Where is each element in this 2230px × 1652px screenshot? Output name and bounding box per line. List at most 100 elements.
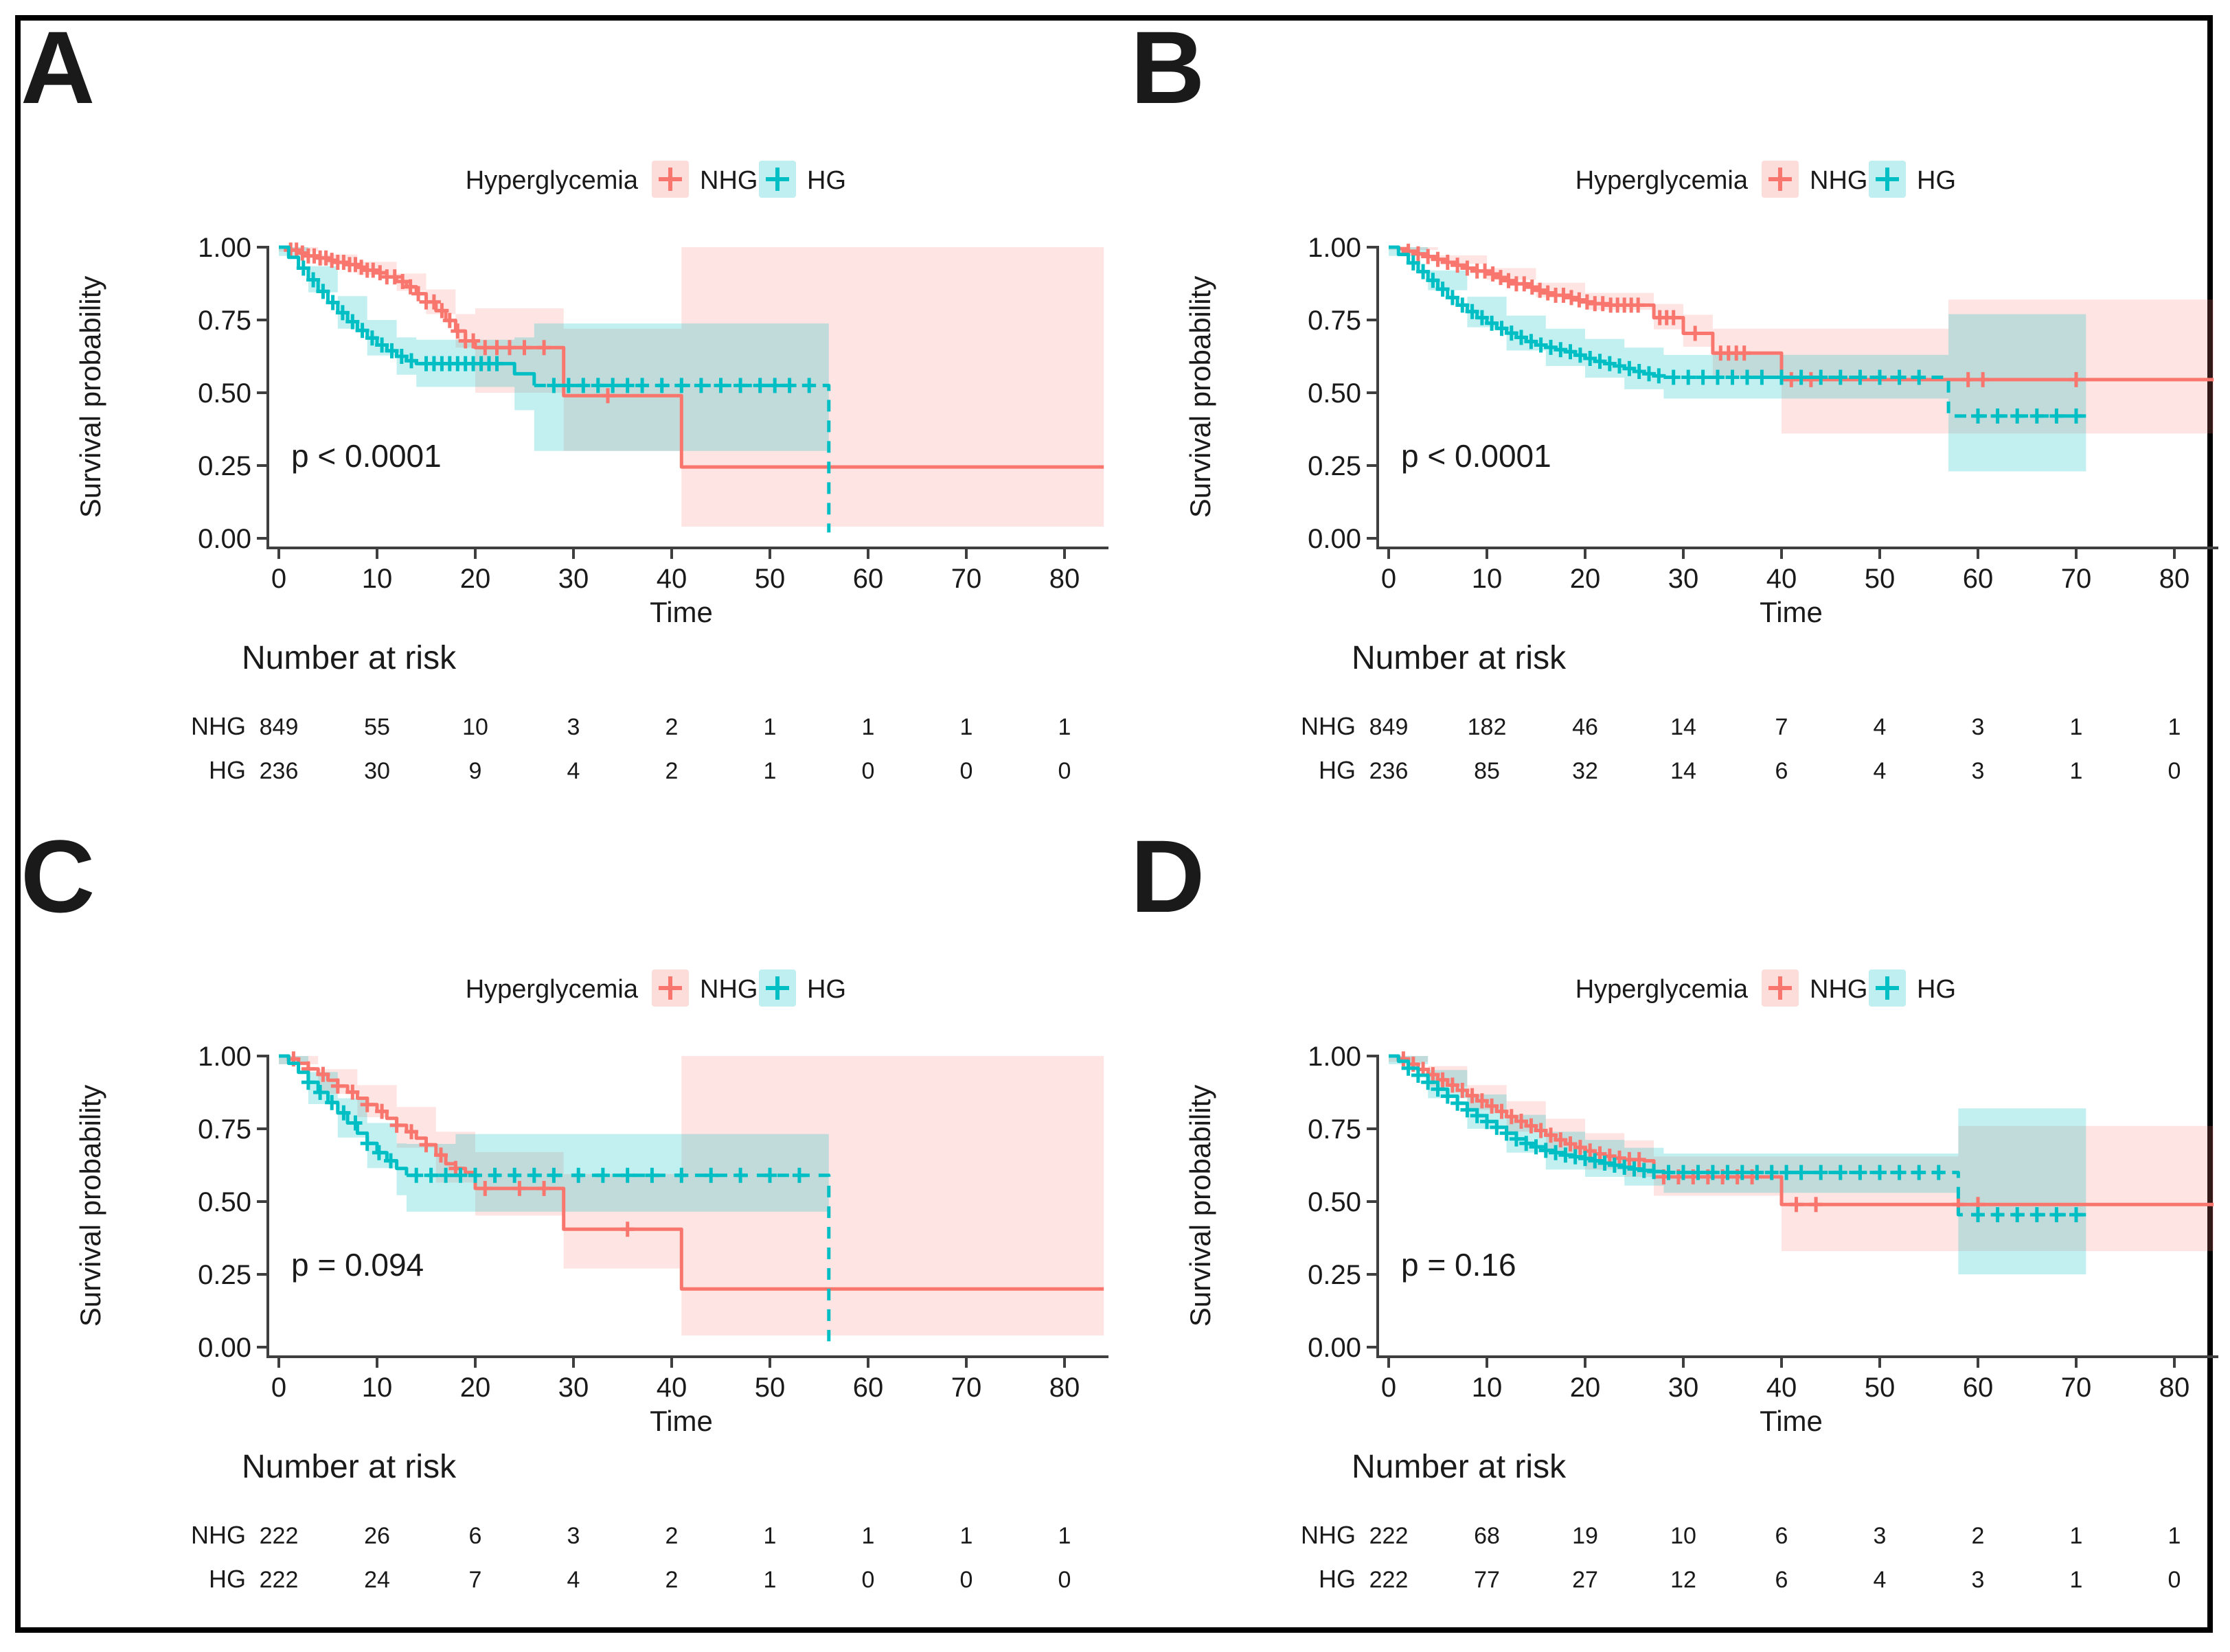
- risk-row-label-hg: HG: [209, 756, 246, 784]
- risk-count: 1: [862, 1523, 875, 1549]
- risk-table-title: Number at risk: [242, 640, 457, 676]
- legend-label-nhg: NHG: [1810, 975, 1867, 1004]
- x-tick-label: 10: [362, 1373, 393, 1403]
- x-tick-label: 70: [951, 1373, 982, 1403]
- legend-title: Hyperglycemia: [466, 166, 639, 195]
- risk-count: 0: [960, 1567, 973, 1593]
- censor-marks-nhg: [1396, 1051, 1985, 1213]
- p-value-label: p < 0.0001: [291, 438, 442, 474]
- x-axis-title: Time: [1760, 1405, 1823, 1437]
- y-axis-title: Survival probability: [1184, 276, 1216, 518]
- y-tick-label: 0.50: [198, 378, 251, 409]
- legend-key-nhg-plus-icon: [1768, 168, 1792, 191]
- panel-letter: D: [1130, 828, 1205, 934]
- legend-key-hg-plus-icon: [1876, 976, 1899, 1000]
- risk-table-title: Number at risk: [242, 1449, 457, 1485]
- censor-marks-hg: [1406, 255, 2083, 424]
- x-axis-title: Time: [650, 596, 713, 628]
- p-value-label: p = 0.094: [291, 1247, 424, 1283]
- risk-count: 10: [462, 714, 488, 740]
- risk-count: 2: [665, 1567, 679, 1593]
- risk-count: 2: [1972, 1523, 1985, 1549]
- risk-count: 4: [1874, 758, 1887, 784]
- y-tick-label: 1.00: [1308, 233, 1361, 263]
- x-tick-label: 70: [951, 564, 982, 594]
- risk-count: 1: [2070, 1567, 2083, 1593]
- x-tick-label: 40: [657, 1373, 687, 1403]
- risk-count: 85: [1474, 758, 1500, 784]
- ci-band-nhg: [1389, 247, 2214, 434]
- x-tick-label: 0: [271, 564, 286, 594]
- risk-count: 27: [1572, 1567, 1598, 1593]
- risk-count: 0: [1058, 758, 1071, 784]
- y-tick-label: 0.75: [1308, 1114, 1361, 1145]
- legend-label-nhg: NHG: [700, 166, 758, 195]
- x-tick-label: 30: [558, 564, 589, 594]
- risk-row-label-nhg: NHG: [191, 712, 246, 740]
- x-tick-label: 30: [1668, 564, 1699, 594]
- legend-title: Hyperglycemia: [1575, 166, 1749, 195]
- legend-key-hg-plus-icon: [766, 976, 789, 1000]
- y-tick-label: 0.75: [1308, 306, 1361, 336]
- y-tick-label: 0.50: [198, 1187, 251, 1217]
- y-tick-label: 0.75: [198, 1114, 251, 1145]
- risk-row-label-nhg: NHG: [1301, 1521, 1356, 1549]
- x-tick-label: 30: [558, 1373, 589, 1403]
- x-tick-label: 20: [460, 1373, 491, 1403]
- risk-count: 1: [1058, 714, 1071, 740]
- risk-count: 3: [1972, 1567, 1985, 1593]
- ci-band-nhg: [279, 1056, 1104, 1335]
- risk-count: 3: [1972, 714, 1985, 740]
- y-tick-label: 0.25: [198, 451, 251, 481]
- legend-title: Hyperglycemia: [466, 975, 639, 1004]
- risk-count: 0: [862, 758, 875, 784]
- risk-count: 1: [862, 714, 875, 740]
- y-axis-title: Survival probability: [74, 276, 106, 518]
- risk-row-label-hg: HG: [1319, 1565, 1356, 1593]
- risk-count: 6: [469, 1523, 482, 1549]
- y-tick-label: 0.00: [198, 524, 251, 554]
- p-value-label: p < 0.0001: [1401, 438, 1551, 474]
- panel-letter: B: [1130, 19, 1205, 125]
- panel-letter: A: [21, 19, 95, 125]
- risk-count: 10: [1670, 1523, 1696, 1549]
- legend-label-hg: HG: [807, 975, 846, 1004]
- risk-count: 30: [364, 758, 390, 784]
- x-tick-label: 20: [1570, 564, 1601, 594]
- risk-count: 4: [1874, 1567, 1887, 1593]
- risk-count: 55: [364, 714, 390, 740]
- risk-count: 24: [364, 1567, 390, 1593]
- risk-row-label-hg: HG: [1319, 756, 1356, 784]
- y-axis-title: Survival probability: [1184, 1085, 1216, 1327]
- risk-count: 7: [469, 1567, 482, 1593]
- risk-count: 4: [567, 1567, 580, 1593]
- risk-count: 26: [364, 1523, 390, 1549]
- y-tick-label: 0.00: [1308, 1333, 1361, 1363]
- legend-key-nhg-plus-icon: [1768, 976, 1792, 1000]
- risk-count: 222: [1369, 1523, 1409, 1549]
- ci-band-hg: [1389, 1056, 2086, 1274]
- risk-count: 0: [2168, 758, 2181, 784]
- y-axis-title: Survival probability: [74, 1085, 106, 1327]
- x-tick-label: 50: [755, 1373, 786, 1403]
- risk-count: 1: [1058, 1523, 1071, 1549]
- y-tick-label: 1.00: [198, 1042, 251, 1072]
- censor-marks-nhg: [286, 1051, 635, 1237]
- risk-count: 1: [764, 714, 777, 740]
- risk-count: 14: [1670, 758, 1696, 784]
- risk-row-label-nhg: NHG: [1301, 712, 1356, 740]
- x-tick-label: 60: [1963, 1373, 1994, 1403]
- risk-table-title: Number at risk: [1352, 640, 1567, 676]
- risk-count: 1: [764, 1523, 777, 1549]
- risk-count: 1: [2070, 1523, 2083, 1549]
- risk-count: 3: [567, 1523, 580, 1549]
- risk-count: 12: [1670, 1567, 1696, 1593]
- risk-count: 3: [1874, 1523, 1887, 1549]
- risk-count: 236: [1369, 758, 1409, 784]
- y-tick-label: 0.50: [1308, 1187, 1361, 1217]
- censor-marks-hg: [301, 1075, 806, 1183]
